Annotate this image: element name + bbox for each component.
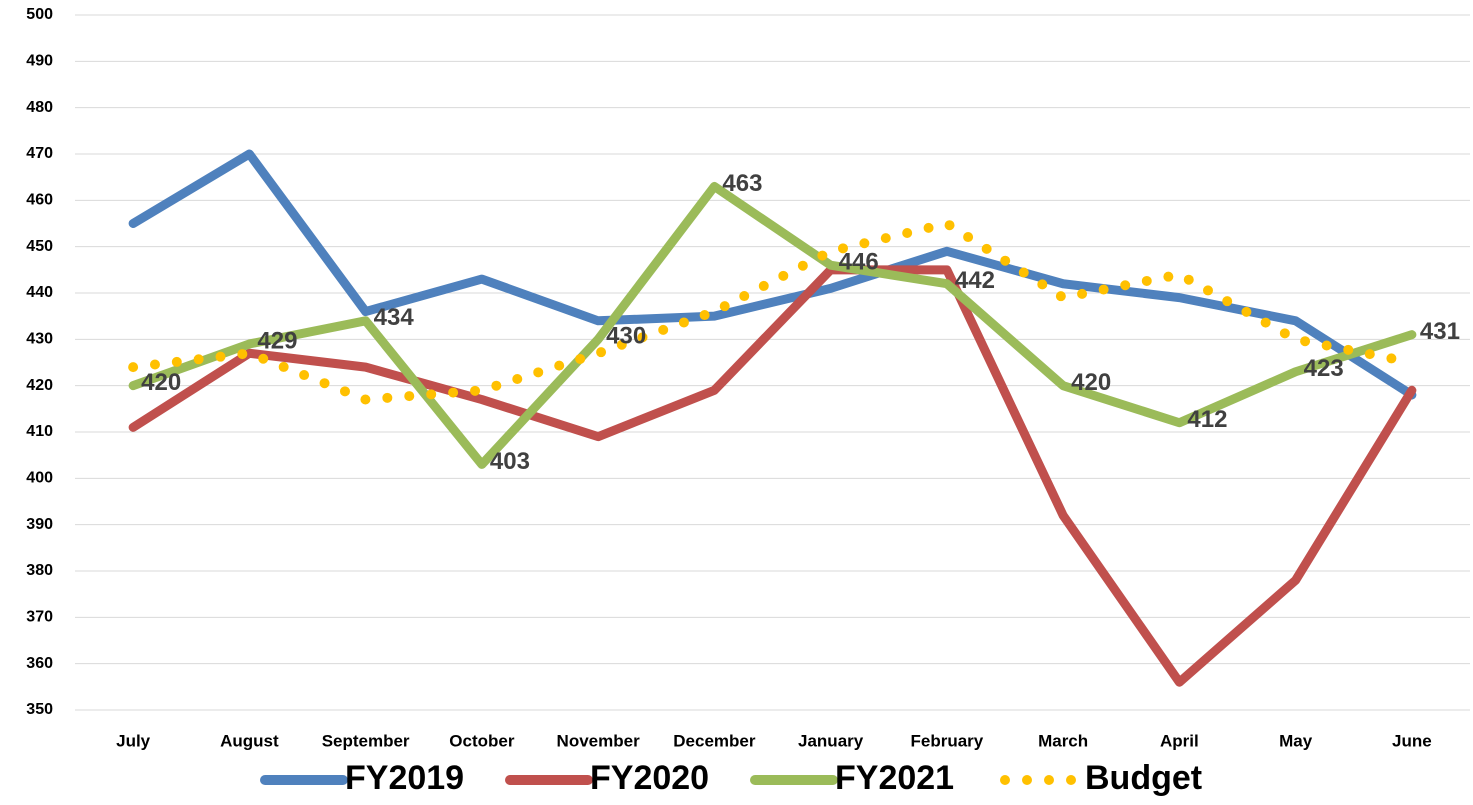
x-tick-label: September bbox=[322, 731, 410, 750]
data-label: 446 bbox=[839, 249, 879, 276]
y-tick-label: 470 bbox=[26, 145, 53, 162]
x-tick-label: May bbox=[1279, 731, 1313, 750]
x-tick-label: March bbox=[1038, 731, 1088, 750]
y-tick-label: 450 bbox=[26, 238, 53, 255]
y-tick-label: 500 bbox=[26, 6, 53, 23]
data-label: 420 bbox=[1071, 369, 1111, 396]
legend-label: FY2019 bbox=[345, 759, 464, 797]
series-line bbox=[128, 265, 1417, 687]
y-tick-label: 430 bbox=[26, 331, 53, 348]
data-label: 429 bbox=[257, 327, 297, 354]
y-tick-label: 350 bbox=[26, 701, 53, 718]
y-tick-label: 420 bbox=[26, 377, 53, 394]
x-tick-label: July bbox=[116, 731, 151, 750]
data-label: 430 bbox=[606, 323, 646, 350]
legend-label: FY2021 bbox=[835, 759, 954, 797]
x-tick-label: December bbox=[673, 731, 756, 750]
y-tick-label: 370 bbox=[26, 609, 53, 626]
data-label: 434 bbox=[374, 304, 415, 331]
y-tick-label: 360 bbox=[26, 655, 53, 672]
series-line bbox=[128, 218, 1417, 405]
series-line bbox=[128, 149, 1417, 400]
y-tick-label: 440 bbox=[26, 284, 53, 301]
y-tick-label: 410 bbox=[26, 423, 53, 440]
data-label: 420 bbox=[141, 369, 181, 396]
x-tick-label: June bbox=[1392, 731, 1432, 750]
y-tick-label: 390 bbox=[26, 516, 53, 533]
x-tick-label: February bbox=[911, 731, 984, 750]
data-label: 463 bbox=[722, 170, 762, 197]
y-tick-label: 380 bbox=[26, 562, 53, 579]
y-tick-label: 490 bbox=[26, 53, 53, 70]
x-tick-label: January bbox=[798, 731, 864, 750]
x-tick-label: April bbox=[1160, 731, 1199, 750]
legend-label: Budget bbox=[1085, 759, 1202, 797]
y-tick-label: 460 bbox=[26, 192, 53, 209]
data-label: 412 bbox=[1187, 406, 1227, 433]
data-label: 403 bbox=[490, 448, 530, 475]
x-tick-label: October bbox=[449, 731, 515, 750]
x-tick-label: November bbox=[557, 731, 641, 750]
series-line bbox=[128, 181, 1417, 469]
y-tick-label: 400 bbox=[26, 470, 53, 487]
data-label: 442 bbox=[955, 267, 995, 294]
legend-label: FY2020 bbox=[590, 759, 709, 797]
data-label: 431 bbox=[1420, 318, 1460, 345]
data-label: 423 bbox=[1304, 355, 1344, 382]
x-tick-label: August bbox=[220, 731, 279, 750]
y-tick-label: 480 bbox=[26, 99, 53, 116]
